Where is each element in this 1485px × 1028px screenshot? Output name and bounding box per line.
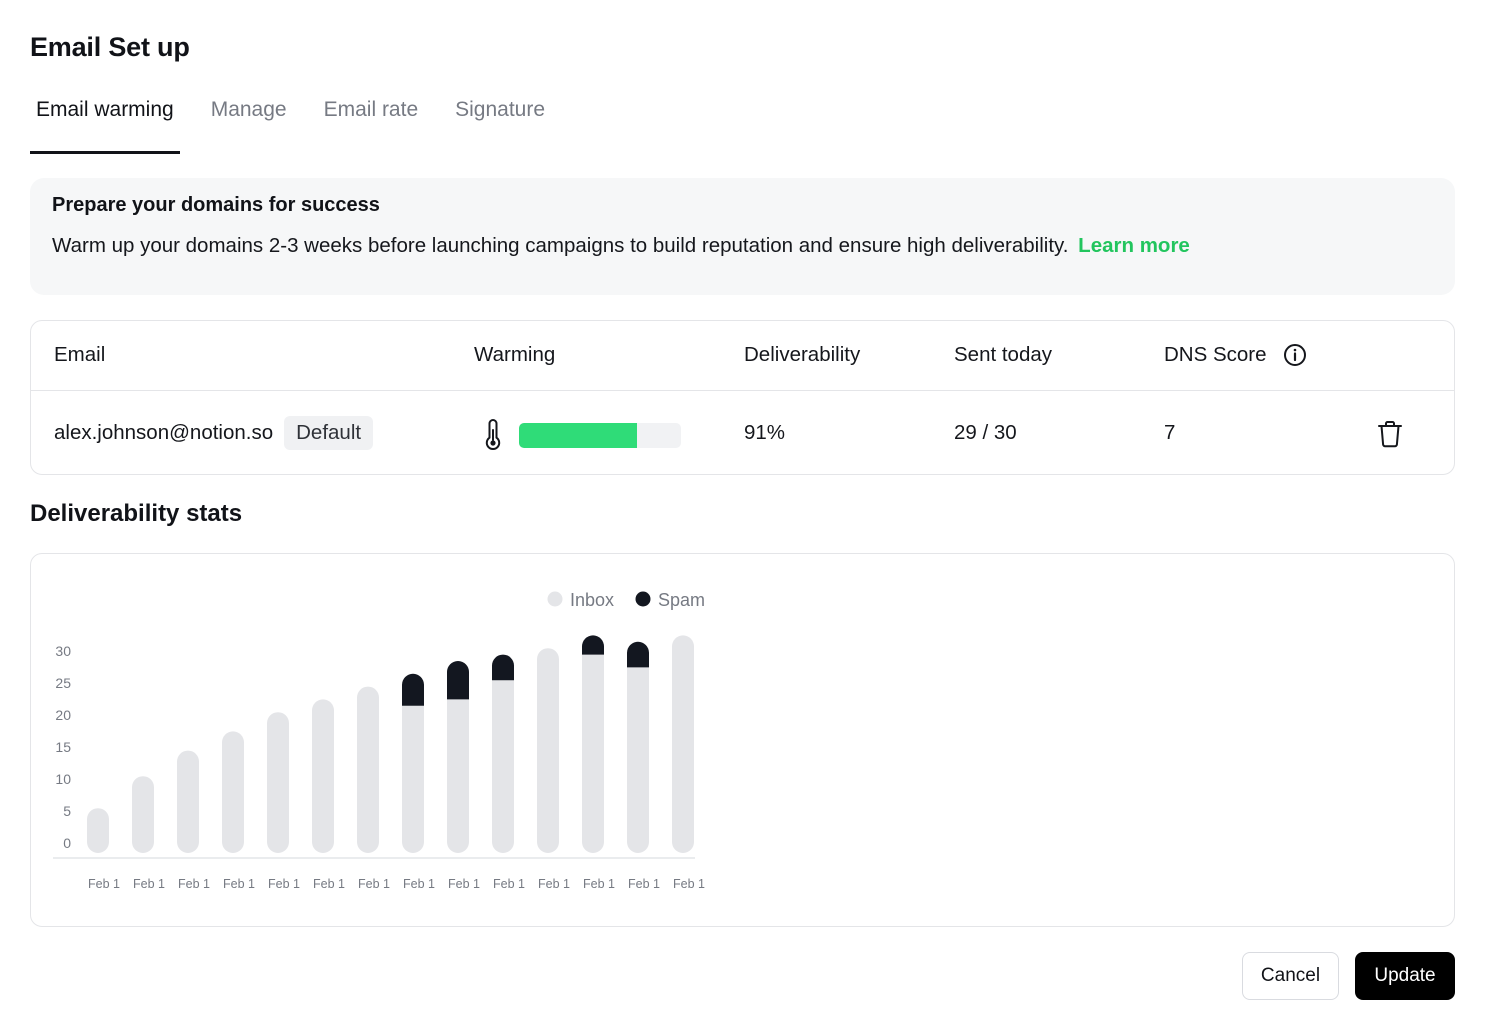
bar-inbox [222,731,244,853]
bar-inbox [87,808,109,853]
legend-marker-inbox [547,591,563,607]
banner-text: Warm up your domains 2-3 weeks before la… [52,234,1433,258]
warming-progress-fill [519,422,638,448]
y-tick-label: 15 [55,739,71,755]
warming-cell [482,419,681,451]
sent-today-value: 29 / 30 [954,421,1017,444]
x-tick-label: Feb 1 [583,877,615,891]
legend-label-inbox: Inbox [570,590,614,610]
info-icon[interactable] [1283,343,1307,367]
stats-title: Deliverability stats [30,500,243,527]
bar-inbox [672,635,694,853]
x-tick-label: Feb 1 [178,877,210,891]
email-address: alex.johnson@notion.so [54,421,274,444]
x-tick-label: Feb 1 [403,877,435,891]
x-tick-label: Feb 1 [538,877,570,891]
bar-spam [492,654,514,681]
y-tick-label: 30 [55,643,71,659]
bar-inbox [492,680,514,853]
x-tick-label: Feb 1 [133,877,165,891]
banner-title: Prepare your domains for success [52,194,380,216]
learn-more-link[interactable]: Learn more [1078,234,1190,257]
bar-spam [447,661,469,700]
update-button[interactable]: Update [1355,952,1455,1000]
info-banner: Prepare your domains for success Warm up… [30,178,1455,295]
x-tick-label: Feb 1 [223,877,255,891]
legend-marker-spam [635,591,651,607]
bar-inbox [627,667,649,853]
y-tick-label: 25 [55,675,71,691]
x-tick-label: Feb 1 [673,877,705,891]
x-tick-label: Feb 1 [358,877,390,891]
tab-bar: Email warming Manage Email rate Signatur… [30,86,576,154]
bar-inbox [357,686,379,853]
legend-label-spam: Spam [658,590,705,610]
header-email: Email [54,343,106,366]
bar-inbox [132,776,154,853]
tab-signature[interactable]: Signature [455,98,546,121]
bar-inbox [447,699,469,853]
bar-inbox [402,705,424,853]
bar-spam [627,641,649,668]
thermometer-icon [482,419,504,451]
banner-body: Warm up your domains 2-3 weeks before la… [52,234,1069,257]
bar-inbox [582,654,604,853]
trash-icon[interactable] [1376,419,1404,449]
deliverability-value: 91% [744,421,786,444]
cancel-button[interactable]: Cancel [1242,952,1339,1000]
header-dns-score-label: DNS Score [1164,343,1267,366]
header-warming: Warming [474,343,556,366]
page-title: Email Set up [30,32,190,62]
y-tick-label: 10 [55,771,71,787]
y-tick-label: 20 [55,707,71,723]
bar-spam [582,635,604,655]
chart-svg: Inbox Spam 0 5 10 15 20 25 30 Feb 1 Feb 1 Feb 1 Feb … [53,590,705,891]
x-tick-label: Feb 1 [628,877,660,891]
tab-email-rate[interactable]: Email rate [323,98,419,121]
bar-inbox [537,648,559,853]
tab-email-warming[interactable]: Email warming [30,86,180,154]
dns-score-value: 7 [1164,421,1176,444]
x-tick-label: Feb 1 [268,877,300,891]
bar-inbox [267,712,289,853]
y-tick-label: 0 [63,835,71,851]
table-row: alex.johnson@notion.so Default [54,416,374,450]
bar-spam [402,673,424,706]
x-tick-label: Feb 1 [448,877,480,891]
email-table: Email Warming Deliverability Sent today … [30,320,1455,475]
deliverability-chart: Inbox Spam 0 5 10 15 20 25 30 Feb 1 Feb 1 Feb 1 Feb … [30,553,1455,927]
bar-inbox [312,699,334,853]
x-tick-label: Feb 1 [493,877,525,891]
tab-manage[interactable]: Manage [210,98,287,121]
warming-progress-bar [519,422,681,448]
header-sent-today: Sent today [954,343,1053,366]
table-header: Email Warming Deliverability Sent today … [31,321,1454,391]
x-tick-label: Feb 1 [313,877,345,891]
bar-inbox [177,750,199,853]
default-badge: Default [284,416,374,450]
x-tick-label: Feb 1 [88,877,120,891]
header-dns-score: DNS Score [1164,343,1307,367]
y-tick-label: 5 [63,803,71,819]
header-deliverability: Deliverability [744,343,861,366]
